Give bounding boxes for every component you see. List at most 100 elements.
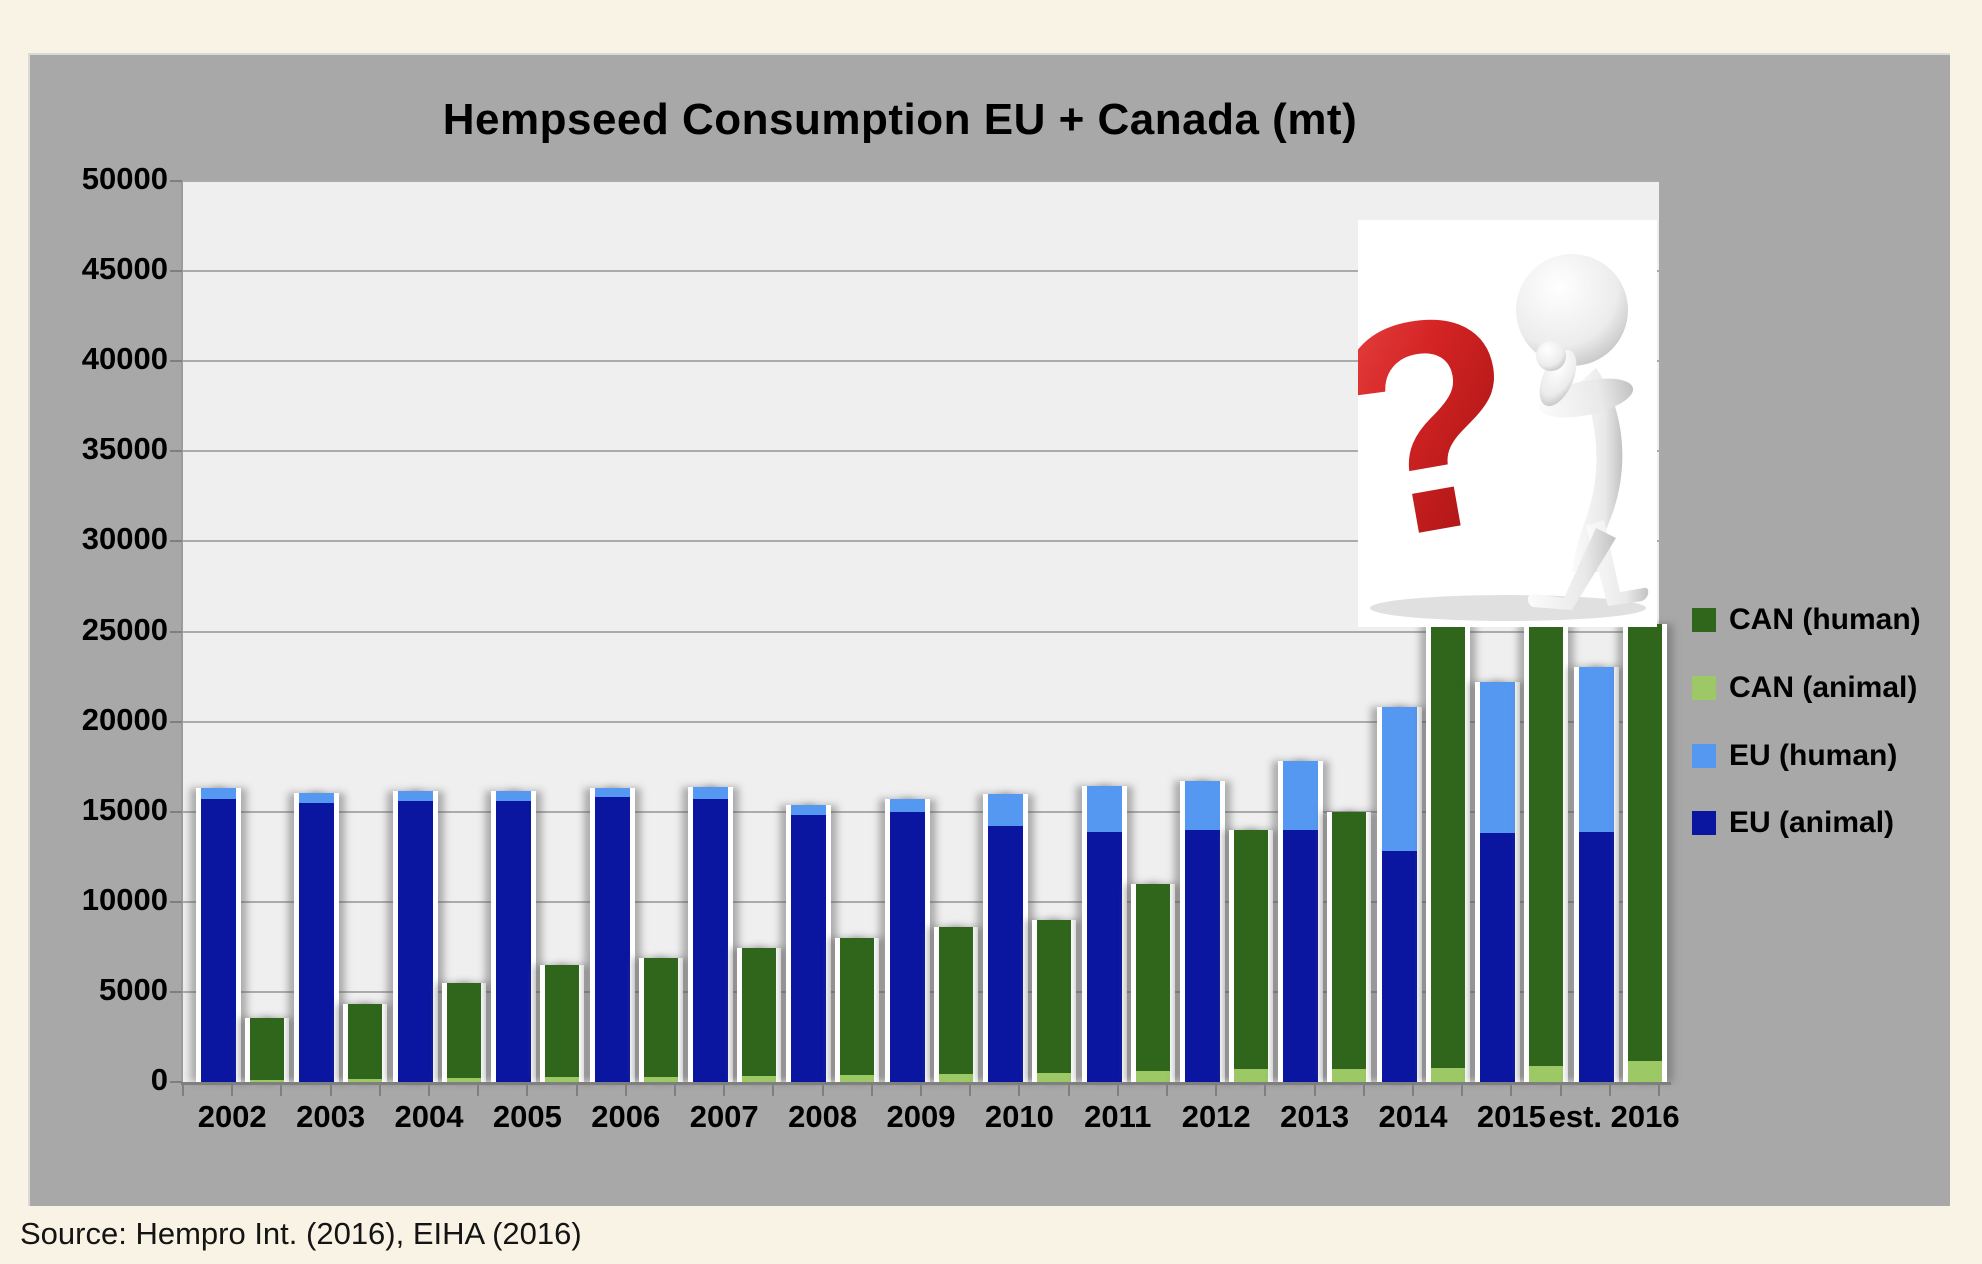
bar-segment-can--human--2011 xyxy=(1135,883,1170,1072)
bar-segment-can--human--2007 xyxy=(742,947,776,1076)
chart-title: Hempseed Consumption EU + Canada (mt) xyxy=(442,95,1358,144)
bar-eu-2003 xyxy=(299,792,335,1082)
x-axis-tick-10 xyxy=(674,1085,676,1096)
x-axis-tick-30 xyxy=(1658,1085,1660,1096)
x-axis-label-est. 2016: est. 2016 xyxy=(1548,1099,1680,1134)
gridline-40000 xyxy=(183,360,1659,363)
bar-segment-can--animal--2010 xyxy=(1037,1072,1072,1082)
bar-can-2009 xyxy=(938,927,973,1082)
bar-segment-can--human--2002 xyxy=(250,1018,284,1081)
legend-item-can--human-: CAN (human) xyxy=(1692,603,1921,637)
y-axis-line xyxy=(181,181,183,1082)
bar-segment-eu--human--2010 xyxy=(988,793,1024,827)
x-axis-tick-5 xyxy=(428,1085,430,1096)
x-axis-label-2013: 2013 xyxy=(1280,1099,1350,1134)
bar-can-est. 2016 xyxy=(1627,624,1662,1082)
x-axis-tick-9 xyxy=(624,1085,627,1096)
chart-panel: Hempseed Consumption EU + Canada (mt) xyxy=(28,53,1950,1206)
bar-segment-eu--human--2011 xyxy=(1086,786,1122,832)
legend-label-eu--animal-: EU (animal) xyxy=(1729,806,1895,839)
bar-segment-eu--animal--2006 xyxy=(594,797,630,1082)
x-axis-label-2015: 2015 xyxy=(1476,1099,1546,1134)
bar-segment-eu--human--2008 xyxy=(791,805,827,816)
bar-segment-eu--human--2014 xyxy=(1381,707,1417,852)
bar-segment-eu--animal--2008 xyxy=(791,815,827,1082)
bar-eu-2011 xyxy=(1086,786,1122,1082)
y-axis-label-20000: 20000 xyxy=(81,701,168,737)
gridline-45000 xyxy=(183,270,1659,273)
bar-segment-eu--animal--2014 xyxy=(1381,851,1417,1082)
bar-segment-can--human--2013 xyxy=(1332,811,1367,1070)
bar-segment-can--animal--2002 xyxy=(250,1080,284,1082)
bar-segment-can--animal--2003 xyxy=(348,1079,383,1082)
bar-segment-can--animal--2007 xyxy=(742,1075,776,1082)
question-mark-figure-graphic: ? xyxy=(1309,244,1649,621)
bar-eu-2013 xyxy=(1283,761,1319,1082)
bar-segment-eu--animal--2010 xyxy=(988,826,1024,1082)
legend-label-eu--human-: EU (human) xyxy=(1729,739,1898,772)
bar-can-2008 xyxy=(840,937,875,1082)
x-axis-tick-2 xyxy=(280,1085,283,1096)
x-axis-tick-0 xyxy=(182,1085,184,1096)
bar-eu-2008 xyxy=(791,805,827,1082)
bar-segment-eu--animal--2011 xyxy=(1086,831,1122,1082)
source-citation: Source: Hempro Int. (2016), EIHA (2016) xyxy=(20,1216,582,1251)
thinking-figure-icon xyxy=(1516,254,1649,610)
bar-segment-can--animal--2009 xyxy=(938,1073,973,1082)
bar-segment-can--human--2006 xyxy=(643,957,678,1077)
y-axis-tick-35000 xyxy=(170,450,182,453)
bar-segment-can--animal--2014 xyxy=(1430,1067,1465,1082)
bar-segment-can--human--2003 xyxy=(348,1003,383,1080)
x-axis-tick-16 xyxy=(969,1085,972,1096)
x-axis-tick-3 xyxy=(329,1085,332,1096)
bar-segment-eu--human--2013 xyxy=(1283,761,1319,830)
y-axis-label-15000: 15000 xyxy=(81,791,168,827)
bar-can-2006 xyxy=(643,957,678,1082)
bar-eu-2006 xyxy=(594,788,630,1082)
x-axis-tick-4 xyxy=(378,1085,381,1096)
bar-segment-can--human--2005 xyxy=(545,964,580,1078)
y-axis-tick-10000 xyxy=(170,900,182,903)
bar-segment-can--animal--est. 2016 xyxy=(1627,1061,1662,1082)
bar-segment-eu--human--2003 xyxy=(299,792,335,803)
x-axis-label-2004: 2004 xyxy=(394,1099,464,1134)
legend-label-can--animal-: CAN (animal) xyxy=(1729,671,1918,704)
bar-segment-eu--human--2007 xyxy=(693,787,728,800)
x-axis-tick-19 xyxy=(1116,1085,1119,1096)
bar-eu-2007 xyxy=(693,787,728,1082)
bar-segment-eu--animal--2009 xyxy=(889,811,925,1082)
x-axis-tick-24 xyxy=(1362,1085,1365,1096)
legend-swatch-can--human- xyxy=(1692,608,1716,632)
legend-label-can--human-: CAN (human) xyxy=(1729,603,1921,636)
y-axis-label-5000: 5000 xyxy=(99,971,168,1007)
x-axis-label-2007: 2007 xyxy=(689,1099,759,1134)
bar-segment-can--animal--2008 xyxy=(840,1074,875,1082)
bar-segment-can--human--2008 xyxy=(840,937,875,1075)
bar-segment-eu--human--est. 2016 xyxy=(1578,666,1614,832)
bar-can-2005 xyxy=(545,964,580,1082)
bar-segment-eu--human--2005 xyxy=(496,790,532,801)
y-axis-tick-30000 xyxy=(170,540,182,543)
legend-swatch-eu--human- xyxy=(1692,744,1716,768)
x-axis-tick-13 xyxy=(821,1085,824,1096)
legend-swatch-eu--animal- xyxy=(1692,811,1716,835)
x-axis-label-2009: 2009 xyxy=(886,1099,956,1134)
x-axis-tick-27 xyxy=(1510,1085,1513,1096)
x-axis-tick-11 xyxy=(723,1085,726,1096)
bar-segment-can--animal--2012 xyxy=(1234,1069,1268,1082)
x-axis-label-2008: 2008 xyxy=(788,1099,858,1134)
figure-head xyxy=(1516,254,1628,366)
x-axis-label-2012: 2012 xyxy=(1181,1099,1251,1134)
bar-segment-can--animal--2011 xyxy=(1135,1071,1170,1082)
bar-segment-eu--animal--2004 xyxy=(397,800,433,1082)
bar-segment-eu--human--2015 xyxy=(1480,681,1516,834)
x-axis-tick-6 xyxy=(477,1085,480,1096)
x-axis-label-2002: 2002 xyxy=(197,1099,267,1134)
legend-item-eu--animal-: EU (animal) xyxy=(1692,806,1894,840)
legend-item-can--animal-: CAN (animal) xyxy=(1692,671,1917,705)
question-mark-image: ? xyxy=(1309,220,1657,627)
x-axis-tick-8 xyxy=(575,1085,578,1096)
legend-swatch-can--animal- xyxy=(1692,676,1716,700)
y-axis-tick-20000 xyxy=(170,720,182,723)
